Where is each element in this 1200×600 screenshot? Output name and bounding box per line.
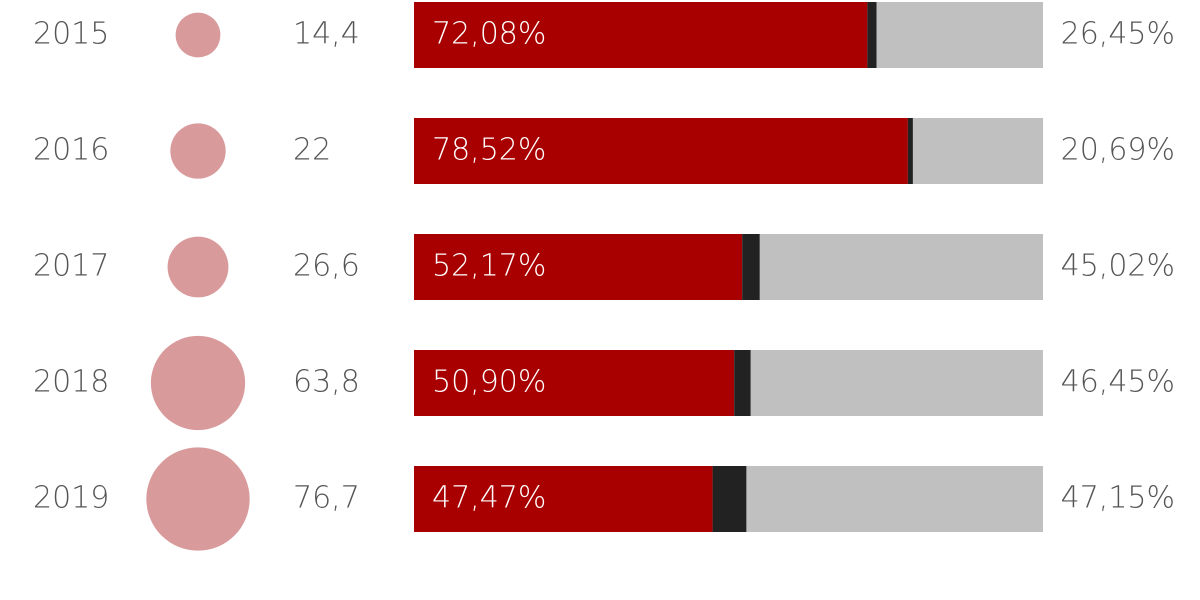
value-label: 47,47% xyxy=(432,481,546,516)
value-label: 26,45% xyxy=(1061,17,1175,52)
bubble xyxy=(146,447,250,551)
bar-segment xyxy=(750,350,1043,416)
bubble-label: 76,7 xyxy=(293,481,360,516)
bar-segment xyxy=(414,350,735,416)
bar-segment xyxy=(734,350,751,416)
bubble-label: 63,8 xyxy=(293,365,360,400)
bar-segment xyxy=(712,466,747,532)
year-label: 2016 xyxy=(33,133,109,168)
bubble xyxy=(175,12,221,58)
value-label: 50,90% xyxy=(432,365,546,400)
year-label: 2017 xyxy=(33,249,109,284)
bar-segment xyxy=(867,2,877,68)
bar-segment xyxy=(907,118,913,184)
bar-segment xyxy=(912,118,1044,184)
year-label: 2015 xyxy=(33,17,109,52)
bar-segment xyxy=(414,466,713,532)
bar-segment xyxy=(876,2,1043,68)
bubble-label: 14,4 xyxy=(293,17,360,52)
value-label: 46,45% xyxy=(1061,365,1175,400)
bar-segment xyxy=(414,118,908,184)
bar-segment xyxy=(746,466,1043,532)
value-label: 20,69% xyxy=(1061,133,1175,168)
year-label: 2018 xyxy=(33,365,109,400)
value-label: 78,52% xyxy=(432,133,546,168)
value-label: 52,17% xyxy=(432,249,546,284)
bar-segment xyxy=(414,234,743,300)
bubble xyxy=(170,123,226,179)
bar-segment xyxy=(759,234,1043,300)
bubble xyxy=(167,236,229,298)
year-label: 2019 xyxy=(33,481,109,516)
value-label: 45,02% xyxy=(1061,249,1175,284)
value-label: 47,15% xyxy=(1061,481,1175,516)
bubble xyxy=(150,335,246,431)
bubble-label: 22 xyxy=(293,133,331,168)
bar-segment xyxy=(742,234,760,300)
bar-segment xyxy=(414,2,868,68)
value-label: 72,08% xyxy=(432,17,546,52)
bubble-label: 26,6 xyxy=(293,249,360,284)
